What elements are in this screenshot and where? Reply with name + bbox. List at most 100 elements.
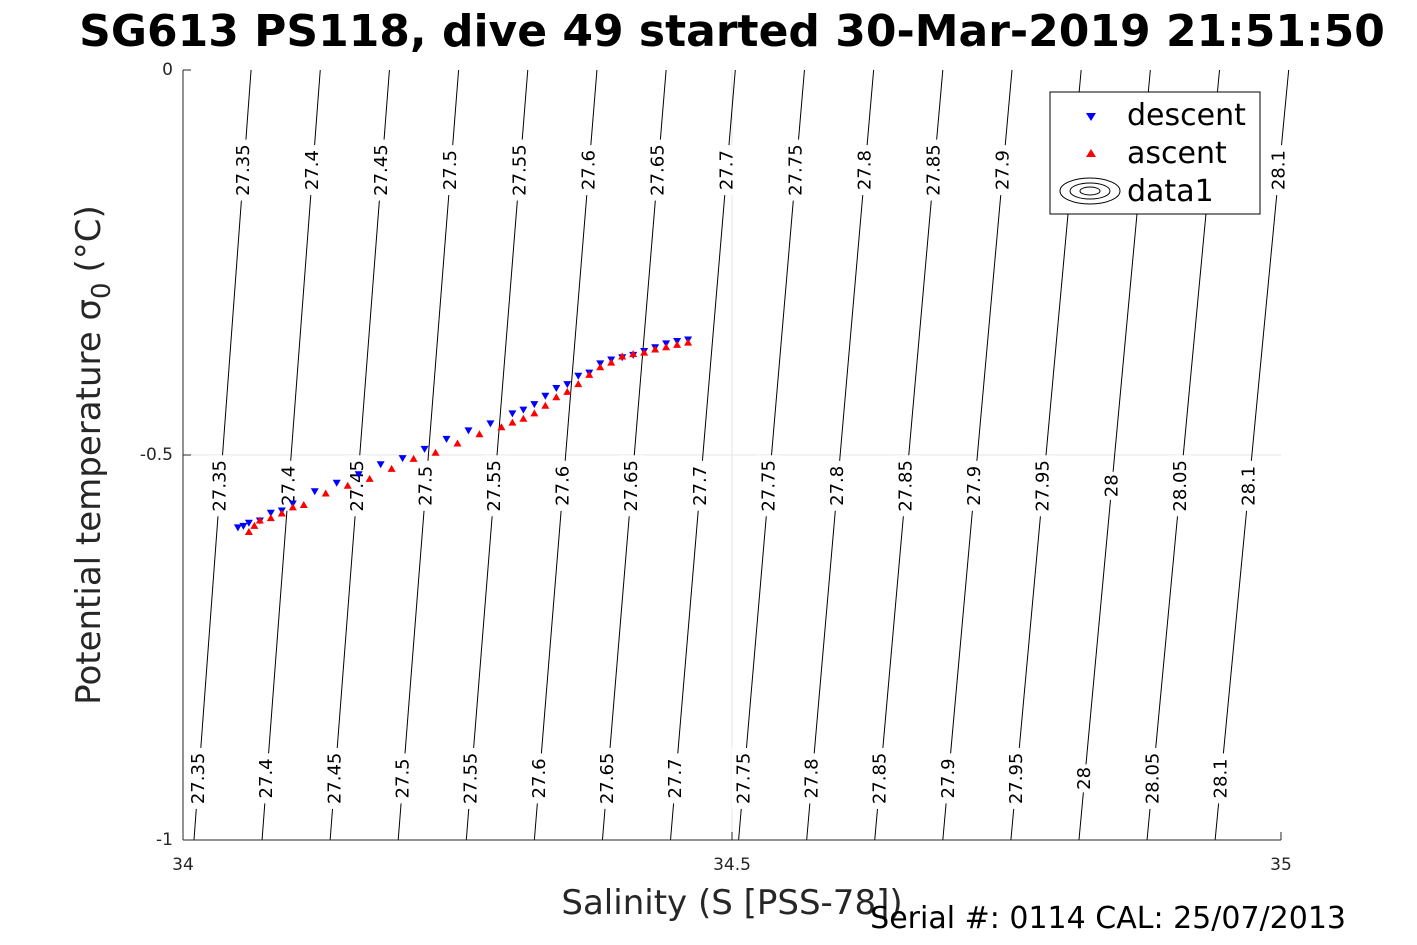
contour-label-background xyxy=(1004,747,1029,809)
ascent-marker xyxy=(409,454,418,462)
contour-label: 27.6 xyxy=(578,150,599,190)
contour-label: 27.35 xyxy=(210,460,231,512)
ascent-marker xyxy=(508,418,517,426)
ascent-marker xyxy=(475,430,484,438)
ascent-marker xyxy=(596,363,605,371)
contour-label: 27.55 xyxy=(509,144,530,196)
ascent-marker xyxy=(453,439,462,447)
legend-descent-marker xyxy=(1086,113,1096,121)
descent-marker xyxy=(420,445,429,453)
legend-ascent-marker xyxy=(1086,149,1096,157)
contour-label-background xyxy=(921,139,946,201)
descent-marker xyxy=(398,455,407,463)
contour-label-background xyxy=(254,753,279,804)
contour-label: 27.45 xyxy=(347,460,368,512)
contour-label-background xyxy=(186,747,211,809)
contour-label: 28 xyxy=(1074,767,1095,790)
contour-label-background xyxy=(438,145,463,196)
contour-label-background xyxy=(322,747,347,809)
ascent-marker xyxy=(629,350,638,358)
contour-label: 27.6 xyxy=(553,466,574,506)
contour-label-background xyxy=(1099,471,1124,500)
ascent-marker xyxy=(662,343,671,351)
chart-title: SG613 PS118, dive 49 started 30-Mar-2019… xyxy=(79,6,1385,57)
contour-label: 27.85 xyxy=(923,144,944,196)
contour-label-background xyxy=(619,455,644,517)
contour-label-background xyxy=(868,747,893,809)
contour-label: 27.65 xyxy=(621,460,642,512)
contour-label-background xyxy=(527,753,552,804)
contour-label: 27.65 xyxy=(597,753,618,805)
y-tick-label: -0.5 xyxy=(140,445,173,465)
grid-lines xyxy=(183,70,1281,840)
contour-label: 27.55 xyxy=(461,753,482,805)
contour-label-background xyxy=(300,145,325,196)
descent-marker xyxy=(563,381,572,389)
y-axis-label-unit: (°C) xyxy=(69,205,109,272)
legend-descent-label: descent xyxy=(1127,98,1246,133)
contour-label: 27.4 xyxy=(302,150,323,190)
contour-label-background xyxy=(1209,753,1234,804)
density-contour-line xyxy=(1214,69,1290,841)
ascent-marker xyxy=(541,401,550,409)
contour-label-background xyxy=(731,747,756,809)
ascent-marker xyxy=(365,474,374,482)
x-tick-label: 34.5 xyxy=(713,855,751,875)
contour-label-background xyxy=(231,139,256,201)
contour-label: 28 xyxy=(1101,474,1122,497)
contour-label: 27.7 xyxy=(665,758,686,798)
contour-label-background xyxy=(1031,455,1056,517)
density-contour-line xyxy=(942,69,1013,841)
ascent-marker xyxy=(255,516,264,524)
legend-box xyxy=(1049,91,1261,215)
descent-marker xyxy=(310,488,319,496)
density-contour-line xyxy=(533,69,598,841)
contour-label: 27.8 xyxy=(802,758,823,798)
contour-label-background xyxy=(369,139,394,201)
contour-label: 27.95 xyxy=(1033,460,1054,512)
contour-label: 27.35 xyxy=(233,144,254,196)
ascent-marker xyxy=(563,387,572,395)
descent-marker xyxy=(530,401,539,409)
contour-label-background xyxy=(936,753,961,804)
contour-label-background xyxy=(852,145,877,196)
contour-label: 27.4 xyxy=(256,758,277,798)
ascent-marker xyxy=(574,380,583,388)
contour-label-background xyxy=(800,753,825,804)
ascent-marker xyxy=(530,409,539,417)
density-contour-line xyxy=(397,69,460,841)
contour-label-background xyxy=(1168,455,1193,517)
contour-label-background xyxy=(413,460,438,511)
density-contour-line xyxy=(670,69,736,841)
ascent-marker xyxy=(497,423,506,431)
contour-label-background xyxy=(714,145,739,196)
y-tick-label: -1 xyxy=(156,830,173,850)
contour-label-background xyxy=(482,455,507,517)
contour-label: 28.05 xyxy=(1142,753,1163,805)
ascent-marker xyxy=(519,414,528,422)
ascent-marker xyxy=(250,521,259,529)
descent-marker xyxy=(464,427,473,435)
x-tick-label: 34 xyxy=(172,855,194,875)
contour-label-background xyxy=(1267,145,1292,196)
ascent-marker xyxy=(343,481,352,489)
contour-label-background xyxy=(576,145,601,196)
ascent-marker xyxy=(431,448,440,456)
axis-ticks: 34 34.5 35 0 -0.5 -1 xyxy=(140,60,1292,875)
ascent-marker xyxy=(651,345,660,353)
contour-label: 27.85 xyxy=(896,460,917,512)
contour-label: 27.45 xyxy=(324,753,345,805)
descent-marker xyxy=(552,385,561,393)
contour-label: 27.75 xyxy=(758,460,779,512)
contour-label-background xyxy=(551,460,576,511)
descent-marker xyxy=(266,509,275,517)
contour-label: 27.55 xyxy=(484,460,505,512)
ascent-marker xyxy=(299,501,308,509)
contour-label: 27.7 xyxy=(716,150,737,190)
contour-label-background xyxy=(1236,460,1261,511)
ascent-marker xyxy=(387,464,396,472)
y-axis-label-subscript: 0 xyxy=(87,282,117,299)
descent-marker xyxy=(244,519,253,527)
descent-marker xyxy=(574,372,583,380)
